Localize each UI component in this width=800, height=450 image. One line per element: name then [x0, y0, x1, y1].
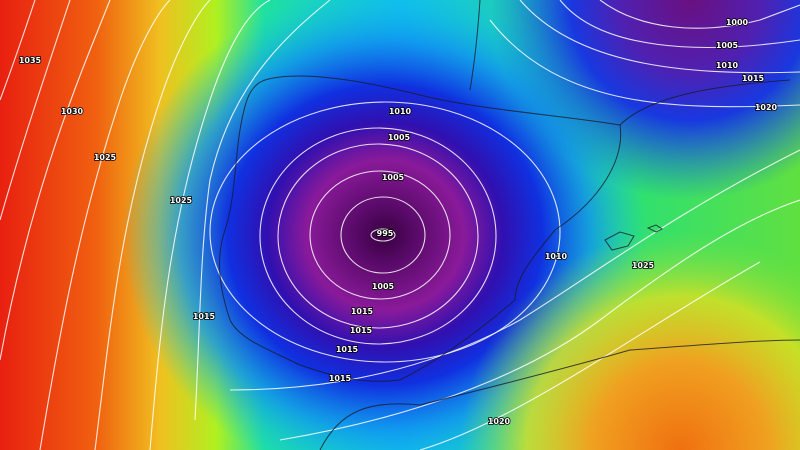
isobar-label: 1015 [351, 307, 374, 316]
isobar-label: 1025 [170, 196, 193, 205]
isobar-label: 1035 [19, 56, 42, 65]
isobar-label: 995 [377, 229, 394, 238]
isobar-label: 1000 [726, 18, 749, 27]
isobar-label: 1010 [545, 252, 568, 261]
isobar-label: 1005 [716, 41, 739, 50]
isobar-labels: 1035 1030 1025 1025 1015 1010 1005 1005 … [18, 17, 778, 427]
isobar-label: 1015 [336, 345, 359, 354]
isobar-label: 1005 [388, 133, 411, 142]
isobar-label: 1025 [632, 261, 655, 270]
coastlines [219, 0, 800, 450]
isobar-label: 1015 [350, 326, 373, 335]
isobar-label: 1005 [382, 173, 405, 182]
isobar-label: 1015 [193, 312, 216, 321]
isobar-label: 1015 [329, 374, 352, 383]
isobar-label: 1020 [755, 103, 778, 112]
isobar-label: 1010 [389, 107, 412, 116]
isobar-label: 1030 [61, 107, 84, 116]
isobar-label: 1015 [742, 74, 765, 83]
isobar-label: 1005 [372, 282, 395, 291]
isobar-label: 1025 [94, 153, 117, 162]
isobar-label: 1010 [716, 61, 739, 70]
isobar-label: 1020 [488, 417, 511, 426]
